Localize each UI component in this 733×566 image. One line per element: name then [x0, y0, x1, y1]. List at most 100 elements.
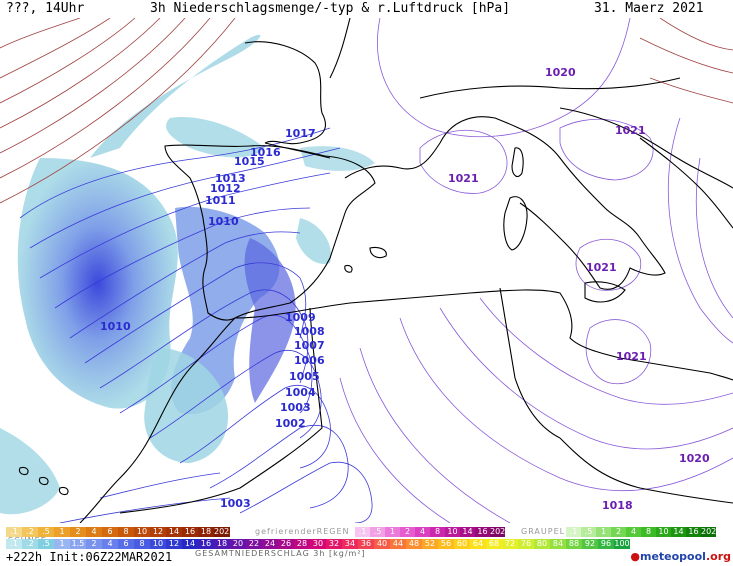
pressure-label: 1016 [250, 146, 281, 159]
legend-cell: 6 [102, 527, 118, 537]
legend-cell: 14 [671, 527, 686, 537]
legend-cell: 10 [656, 527, 671, 537]
pressure-label: 1020 [545, 66, 576, 79]
coast-adriatic [559, 107, 733, 189]
legend-cell: .5 [581, 527, 596, 537]
legend-cell: .1 [6, 539, 22, 549]
pressure-label: 1021 [586, 261, 617, 274]
precip-canaries [0, 428, 60, 515]
sicily [584, 281, 626, 303]
legend-cell: 24 [262, 539, 278, 549]
border-algeria-tunisia [499, 287, 561, 439]
pressure-label: 1017 [285, 127, 316, 140]
legend-cell: 8 [430, 527, 445, 537]
legend-cell: 8 [641, 527, 656, 537]
balearic-ibiza [344, 264, 353, 273]
precip-atlantic-low [17, 158, 178, 409]
legend-cell: 20 [230, 539, 246, 549]
forecast-init-label: +222h Init:06Z22MAR2021 [6, 550, 173, 564]
precip-biscay [166, 117, 265, 158]
legend-cell: .2 [22, 539, 38, 549]
border-algeria-morocco [119, 307, 323, 514]
pressure-label: 1007 [294, 339, 325, 352]
legend-cell: 2 [400, 527, 415, 537]
pressure-label: 1021 [616, 350, 647, 363]
legend-cell: 1.5 [70, 539, 86, 549]
pressure-label: 1008 [294, 325, 325, 338]
pressure-label: 1021 [615, 124, 646, 137]
legend-cell: 68 [486, 539, 502, 549]
pressure-label: 1006 [294, 354, 325, 367]
pressure-label: 1015 [234, 155, 265, 168]
pressure-label: 1002 [275, 417, 306, 430]
border-france-inner [329, 18, 351, 79]
precipitation-areas [0, 34, 375, 515]
map-title: 3h Niederschlagsmenge/-typ & r.Luftdruck… [150, 1, 511, 16]
pressure-label: 1003 [280, 401, 311, 414]
legend-cell: 84 [550, 539, 566, 549]
legend-cell: 4 [102, 539, 118, 549]
legend-cell: 92 [582, 539, 598, 549]
legend-cell: 26 [278, 539, 294, 549]
balkans [639, 137, 733, 229]
legend-cell: 76 [518, 539, 534, 549]
legend-cell: 16 [475, 527, 490, 537]
logo-mark-icon: ● [630, 550, 640, 563]
legend-cell: 60 [454, 539, 470, 549]
legend-cell: 2025+ [701, 527, 716, 537]
legend-cell: 16 [182, 527, 198, 537]
pressure-label: 1004 [285, 386, 316, 399]
legend-cell: 4 [86, 527, 102, 537]
pressure-label: 1013 [215, 172, 246, 185]
pressure-label: 1018 [602, 499, 633, 512]
legend-cell: 34 [342, 539, 358, 549]
legend-cell: .5 [370, 527, 385, 537]
coast-iberia [164, 144, 376, 321]
legend-cell: 30 [310, 539, 326, 549]
legend-cell: .1 [6, 527, 22, 537]
legend-cell: 100 [614, 539, 630, 549]
legend-freezing-rain-scale: .1.512481014162025+ [355, 527, 505, 537]
legend-cell: 22 [246, 539, 262, 549]
legend-cell: 1 [385, 527, 400, 537]
pressure-label: 1005 [289, 370, 320, 383]
legend-cell: 4 [626, 527, 641, 537]
pressure-label: 1012 [210, 182, 241, 195]
canary-islands [18, 466, 69, 496]
precip-pyrenees [300, 146, 375, 171]
legend-cell: 8 [134, 539, 150, 549]
legend-cell: 2 [86, 539, 102, 549]
map-date: 31. Maerz 2021 [594, 1, 704, 16]
legend-cell: 32 [326, 539, 342, 549]
alps-border [419, 77, 681, 99]
pressure-label: 1020 [679, 452, 710, 465]
legend-total-precip-scale: .1.2.5 1 1.5 2 4 6 8 10 12 14 16 18 20 22 24 26 28 30 32 34… [6, 539, 630, 549]
legend-cell: .5 [38, 539, 54, 549]
logo-text: meteopool [639, 550, 706, 563]
isobars-low [19, 127, 373, 523]
precip-atlantic-band [90, 34, 261, 158]
legend-cell: 36 [358, 539, 374, 549]
isobars-high [339, 18, 733, 523]
legend-cell: 1 [596, 527, 611, 537]
legend-cell: 14 [166, 527, 182, 537]
precip-iberia-east [244, 238, 296, 403]
legend-cell: 12 [166, 539, 182, 549]
legend-graupel-label: GRAUPEL [521, 527, 566, 536]
logo-domain: .org [705, 550, 731, 563]
legend-total-precip-label: GESAMTNIEDERSCHLAG 3h [kg/m²] [195, 549, 366, 558]
legend-cell: 16 [198, 539, 214, 549]
legend-freezing-rain-label: gefrierenderREGEN [255, 527, 350, 536]
pressure-label: 1003 [220, 497, 251, 510]
legend-cell: 4 [415, 527, 430, 537]
legend-cell: 56 [438, 539, 454, 549]
meteopool-logo[interactable]: ●meteopool.org [630, 550, 731, 563]
coast-north-africa [234, 289, 733, 381]
coast-france-med [344, 142, 441, 179]
border-france-spain [264, 142, 331, 159]
legend-cell: 1 [54, 539, 70, 549]
legend-cell: 12 [150, 527, 166, 537]
legend-graupel-scale: .1.512481014162025+ [566, 527, 716, 537]
precip-morocco [144, 348, 229, 463]
coast-morocco [79, 317, 236, 523]
